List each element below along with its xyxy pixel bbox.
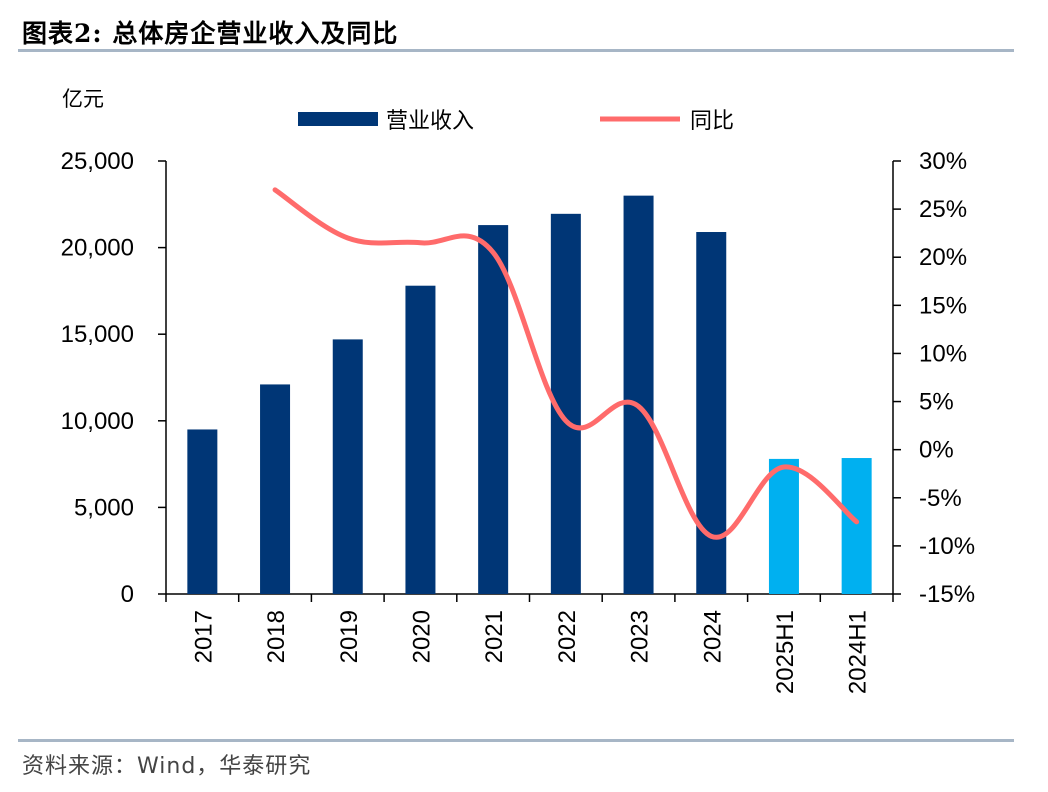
x-label-2024: 2024: [699, 610, 726, 663]
right-tick-label: 30%: [919, 148, 967, 175]
x-label-2021: 2021: [481, 610, 508, 663]
right-tick-label: -10%: [919, 533, 975, 560]
x-label-2022: 2022: [554, 610, 581, 663]
bar-2018: [260, 384, 291, 594]
bar-2023: [623, 195, 654, 594]
yoy-line: [272, 187, 860, 540]
x-label-2025H1: 2025H1: [772, 610, 799, 694]
bar-2017: [187, 429, 218, 594]
bars: [187, 195, 872, 595]
title-rule: [18, 49, 1014, 52]
bar-2025H1: [768, 458, 799, 594]
left-tick-label: 0: [121, 581, 134, 608]
x-label-2023: 2023: [627, 610, 654, 663]
left-tick-label: 25,000: [61, 148, 134, 175]
left-tick-label: 20,000: [61, 235, 134, 262]
bar-2024H1: [841, 458, 872, 594]
x-tick-labels: 2017 2018 2019 2020 2021 2022 2023 2024 2025H1 20…: [190, 610, 871, 694]
x-label-2024H1: 2024H1: [845, 610, 872, 694]
x-label-2017: 2017: [190, 610, 217, 663]
bar-2019: [332, 339, 363, 594]
source-note: 资料来源：Wind，华泰研究: [22, 754, 312, 779]
bar-2024: [696, 232, 727, 594]
right-tick-label: -15%: [919, 581, 975, 608]
axes: 0 5,000 10,000 15,000 20,000 25,000 -15% -10% -5…: [61, 148, 975, 608]
legend-line-label: 同比: [690, 109, 734, 134]
left-tick-label: 5,000: [74, 494, 134, 521]
legend-bar-swatch: [298, 112, 378, 126]
bar-2020: [405, 285, 436, 594]
right-tick-label: 5%: [919, 389, 954, 416]
right-tick-label: 10%: [919, 340, 967, 367]
x-label-2019: 2019: [336, 610, 363, 663]
bar-2021: [478, 225, 509, 595]
right-tick-label: 25%: [919, 196, 967, 223]
left-tick-label: 10,000: [61, 408, 134, 435]
x-label-2020: 2020: [408, 610, 435, 663]
yoy-line-layer: [272, 187, 860, 540]
right-tick-label: 0%: [919, 437, 954, 464]
legend: 营业收入 同比: [298, 109, 734, 134]
y-axis-unit: 亿元: [62, 87, 104, 111]
right-tick-label: -5%: [919, 485, 962, 512]
legend-bar-label: 营业收入: [386, 109, 474, 134]
left-tick-label: 15,000: [61, 321, 134, 348]
figure-title: 图表2: 总体房企营业收入及同比: [22, 19, 399, 48]
right-tick-label: 15%: [919, 292, 967, 319]
source-rule: [18, 739, 1014, 742]
x-label-2018: 2018: [263, 610, 290, 663]
right-tick-label: 20%: [919, 244, 967, 271]
